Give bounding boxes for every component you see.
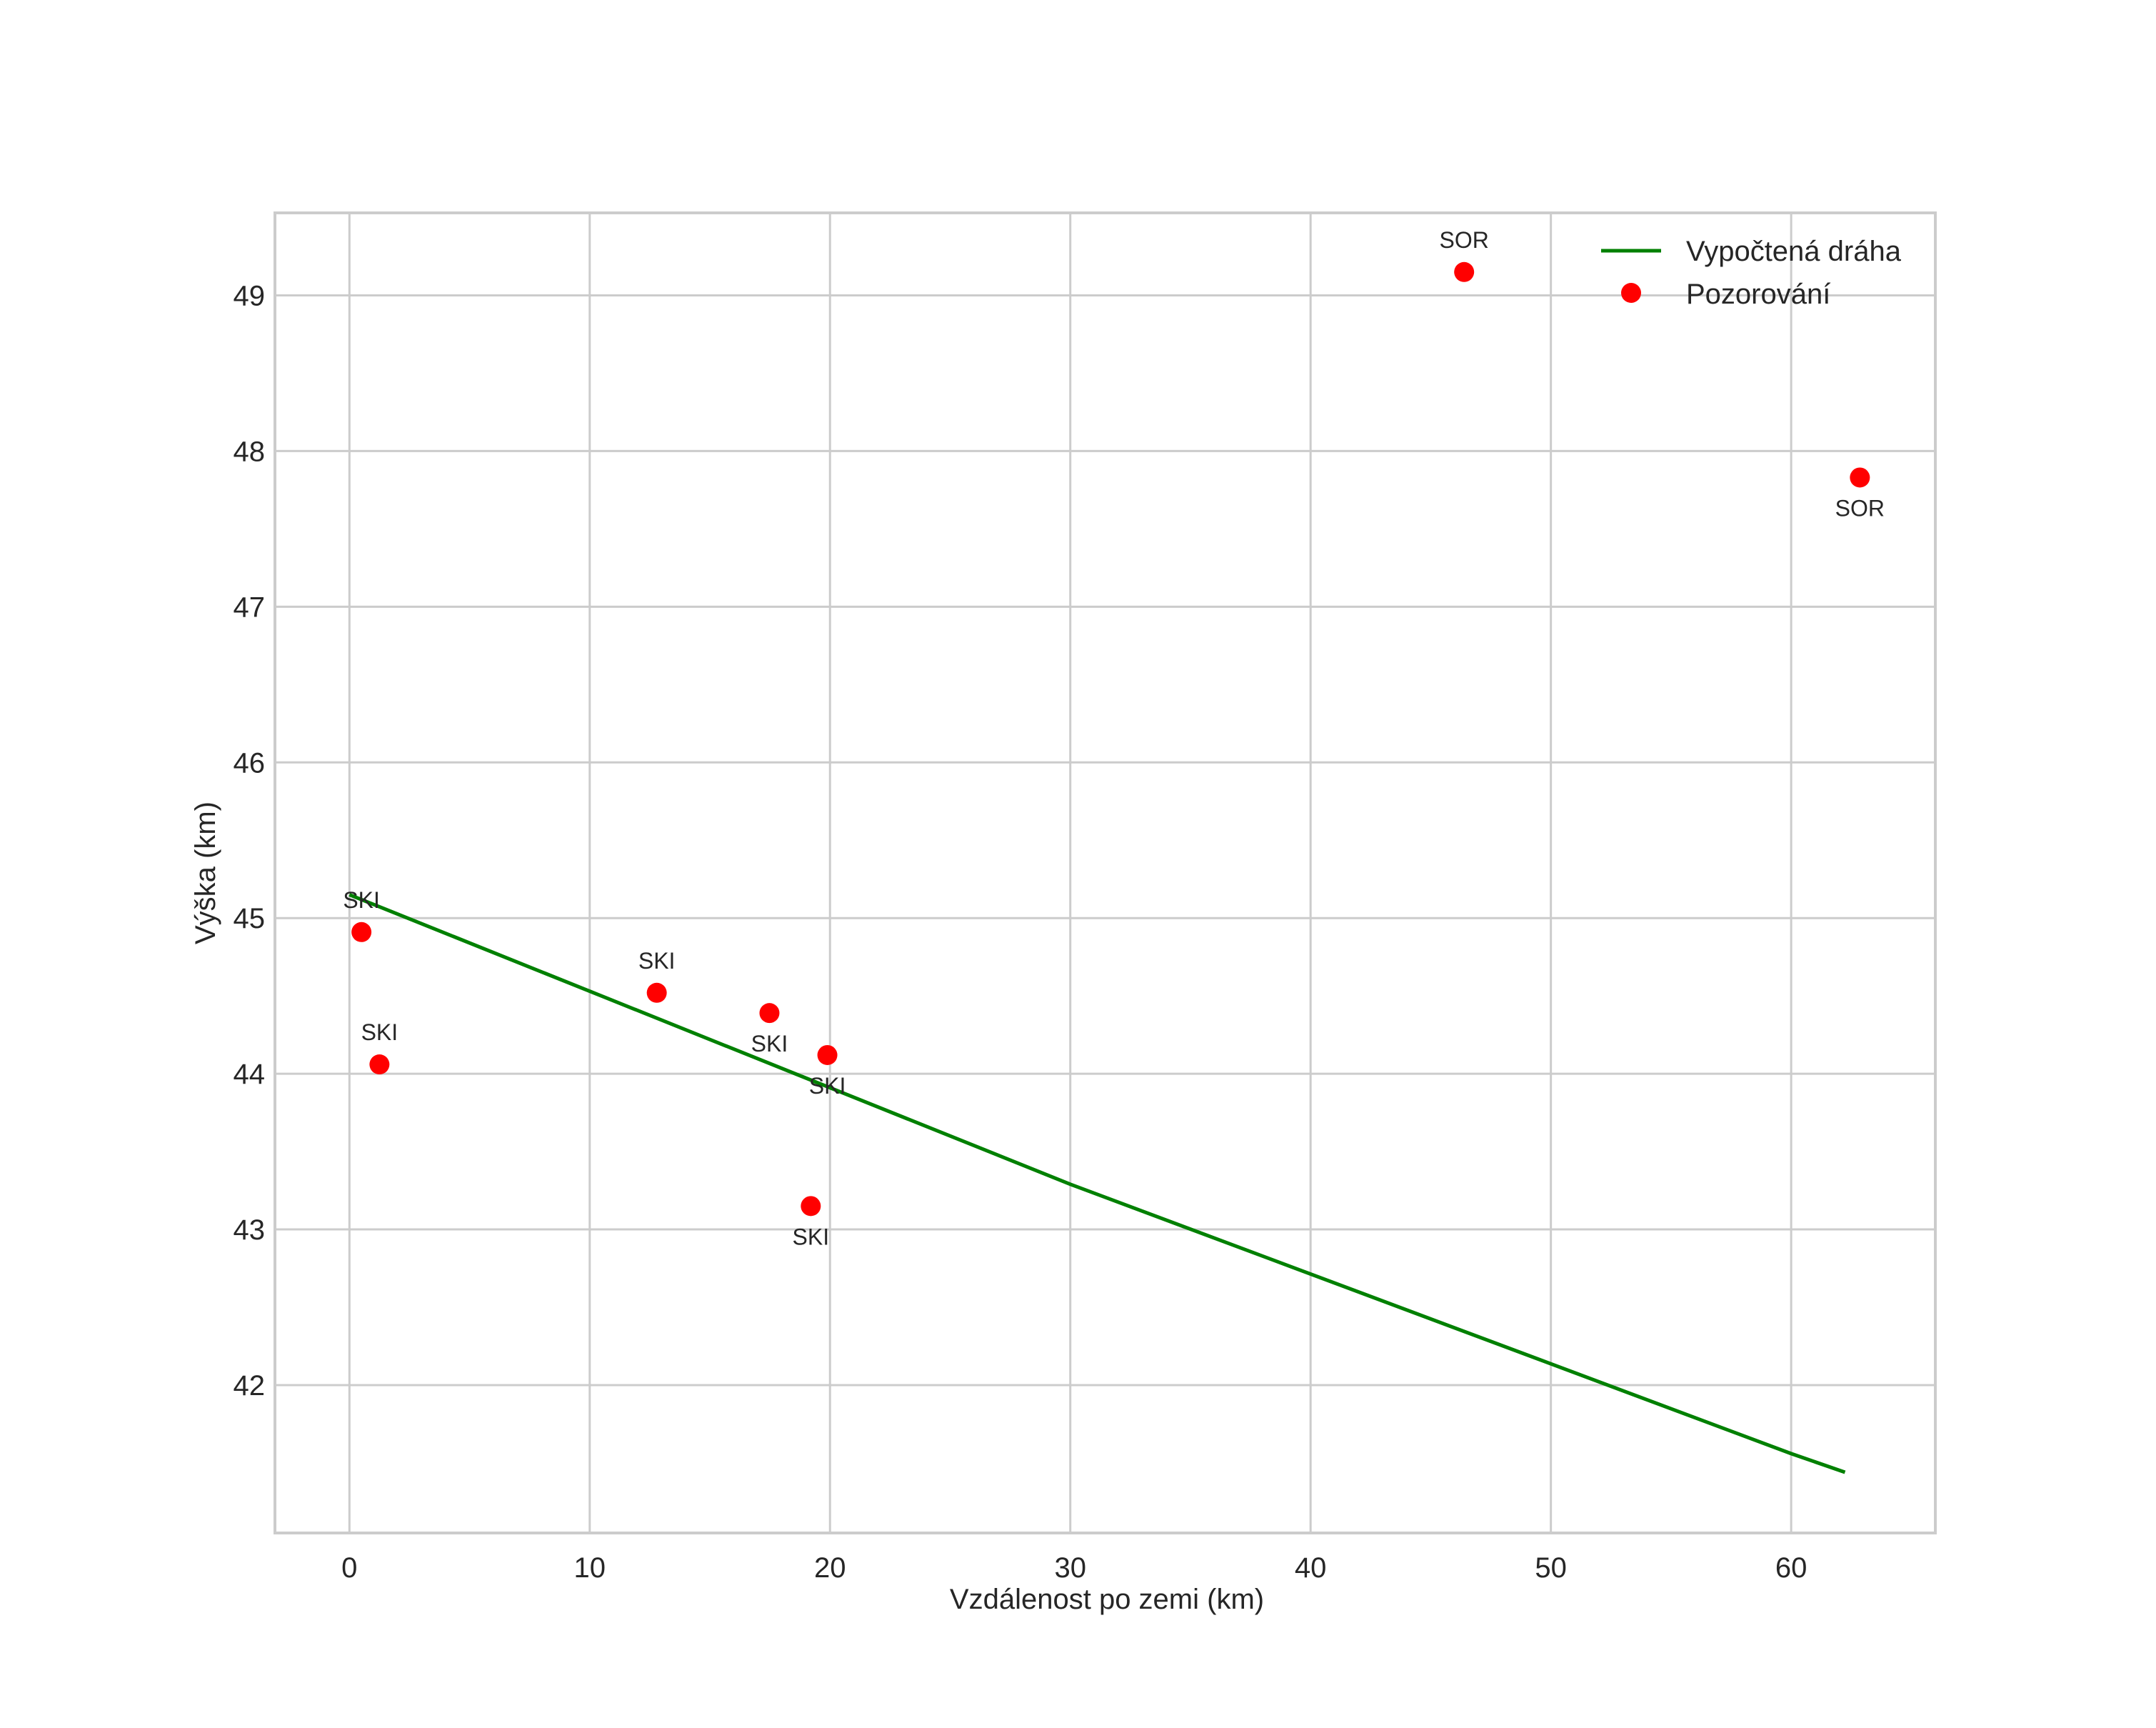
legend-label-observations: Pozorování	[1686, 279, 1830, 310]
station-label: SKI	[638, 948, 676, 974]
observation-marker	[351, 922, 372, 942]
legend: Vypočtená dráha Pozorování	[1601, 236, 1902, 310]
horizontal-gridlines	[275, 294, 1935, 1387]
station-label: SOR	[1440, 227, 1489, 253]
x-tick-label: 30	[1054, 1552, 1086, 1584]
y-tick-label: 42	[234, 1370, 266, 1402]
x-tick-label: 40	[1295, 1552, 1327, 1584]
observation-marker	[817, 1044, 838, 1065]
legend-label-computed-trajectory: Vypočtená dráha	[1686, 236, 1902, 267]
x-tick-label: 10	[574, 1552, 606, 1584]
y-axis-tick-labels: 42 43 44 45 46 47 48 49	[234, 281, 266, 1402]
y-tick-label: 44	[234, 1059, 266, 1090]
legend-item-observations: Pozorování	[1621, 279, 1830, 310]
observation-points	[351, 261, 1870, 1217]
observation-marker	[1850, 467, 1870, 488]
vertical-gridlines	[348, 213, 1793, 1533]
y-tick-label: 46	[234, 747, 266, 779]
station-label: SKI	[343, 887, 380, 913]
axes-background	[275, 213, 1935, 1533]
y-axis-label: Výška (km)	[190, 801, 221, 944]
axes-frame	[274, 211, 1937, 1534]
x-tick-label: 50	[1535, 1552, 1567, 1584]
y-tick-label: 45	[234, 903, 266, 934]
observation-marker	[1454, 261, 1475, 282]
point-annotations: SKI SKI SKI SKI SKI SKI SOR SOR	[343, 227, 1885, 1250]
x-tick-label: 20	[814, 1552, 846, 1584]
legend-dot-icon	[1621, 283, 1641, 303]
station-label: SOR	[1835, 495, 1885, 521]
observation-marker	[759, 1003, 780, 1024]
station-label: SKI	[793, 1224, 830, 1249]
plot-area: SKI SKI SKI SKI SKI SKI SOR SOR	[274, 211, 1937, 1534]
station-label: SKI	[809, 1073, 846, 1099]
computed-trajectory-line	[349, 893, 1846, 1474]
y-tick-label: 47	[234, 591, 266, 623]
y-tick-label: 49	[234, 281, 266, 312]
y-tick-label: 43	[234, 1214, 266, 1246]
observation-marker	[646, 982, 667, 1003]
station-label: SKI	[751, 1031, 788, 1057]
x-axis-tick-labels: 0 10 20 30 40 50 60	[341, 1552, 1807, 1584]
x-tick-label: 60	[1775, 1552, 1807, 1584]
station-label: SKI	[361, 1019, 398, 1045]
x-tick-label: 0	[341, 1552, 357, 1584]
y-tick-label: 48	[234, 436, 266, 467]
legend-item-computed-trajectory: Vypočtená dráha	[1601, 236, 1902, 267]
observation-marker	[801, 1196, 821, 1217]
observation-marker	[369, 1054, 390, 1075]
x-axis-label: Vzdálenost po zemi (km)	[950, 1584, 1264, 1615]
